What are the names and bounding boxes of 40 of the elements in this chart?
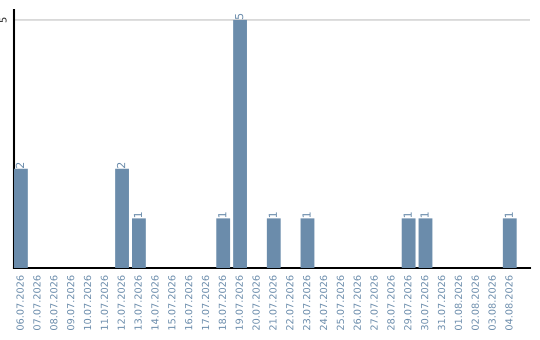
x-tick-label: 06.07.2026 bbox=[16, 276, 24, 330]
data-label: 1 bbox=[302, 212, 311, 218]
x-tick-label: 12.07.2026 bbox=[118, 276, 125, 330]
x-tick-label: 07.07.2026 bbox=[33, 276, 41, 330]
data-label: 2 bbox=[16, 162, 24, 168]
x-tick-label: 25.07.2026 bbox=[336, 276, 344, 330]
x-tick-label: 15.07.2026 bbox=[168, 276, 176, 330]
x-tick-label: 08.07.2026 bbox=[50, 276, 58, 330]
data-label: 1 bbox=[404, 212, 412, 218]
data-label: 1 bbox=[134, 212, 142, 218]
x-tick-label: 10.07.2026 bbox=[84, 276, 92, 330]
x-tick-label: 27.07.2026 bbox=[370, 276, 378, 330]
data-label: 2 bbox=[116, 162, 126, 168]
x-tick-label: 02.08.2026 bbox=[472, 276, 479, 330]
x-tick-label: 19.07.2026 bbox=[236, 276, 243, 330]
data-label: 1 bbox=[504, 212, 513, 218]
x-tick-label: 13.07.2026 bbox=[134, 276, 142, 330]
x-tick-label: 03.08.2026 bbox=[488, 276, 496, 330]
x-tick-label: 09.07.2026 bbox=[66, 276, 74, 330]
x-tick-label: 11.07.2026 bbox=[100, 276, 108, 330]
x-tick-label: 21.07.2026 bbox=[269, 276, 277, 330]
x-tick-label: 17.07.2026 bbox=[202, 276, 210, 330]
x-tick-label: 24.07.2026 bbox=[320, 276, 328, 330]
data-label: 1 bbox=[420, 212, 429, 218]
x-tick-label: 14.07.2026 bbox=[151, 276, 159, 330]
data-label: 1 bbox=[268, 212, 277, 218]
x-tick-label: 01.08.2026 bbox=[454, 276, 462, 330]
x-tick-label: 18.07.2026 bbox=[218, 276, 226, 330]
x-tick-label: 22.07.2026 bbox=[286, 276, 294, 330]
data-label: 5 bbox=[235, 14, 244, 20]
x-tick-label: 29.07.2026 bbox=[404, 276, 412, 330]
x-tick-label: 30.07.2026 bbox=[420, 276, 428, 330]
x-tick-label: 16.07.2026 bbox=[184, 276, 192, 330]
x-tick-label: 04.08.2026 bbox=[505, 276, 513, 330]
x-tick-label: 20.07.2026 bbox=[252, 276, 260, 330]
x-tick-label: 31.07.2026 bbox=[438, 276, 446, 330]
x-tick-label: 28.07.2026 bbox=[387, 276, 395, 330]
x-tick-label: 23.07.2026 bbox=[302, 276, 310, 330]
data-label: 1 bbox=[218, 212, 226, 218]
x-tick-label: 26.07.2026 bbox=[354, 276, 361, 330]
